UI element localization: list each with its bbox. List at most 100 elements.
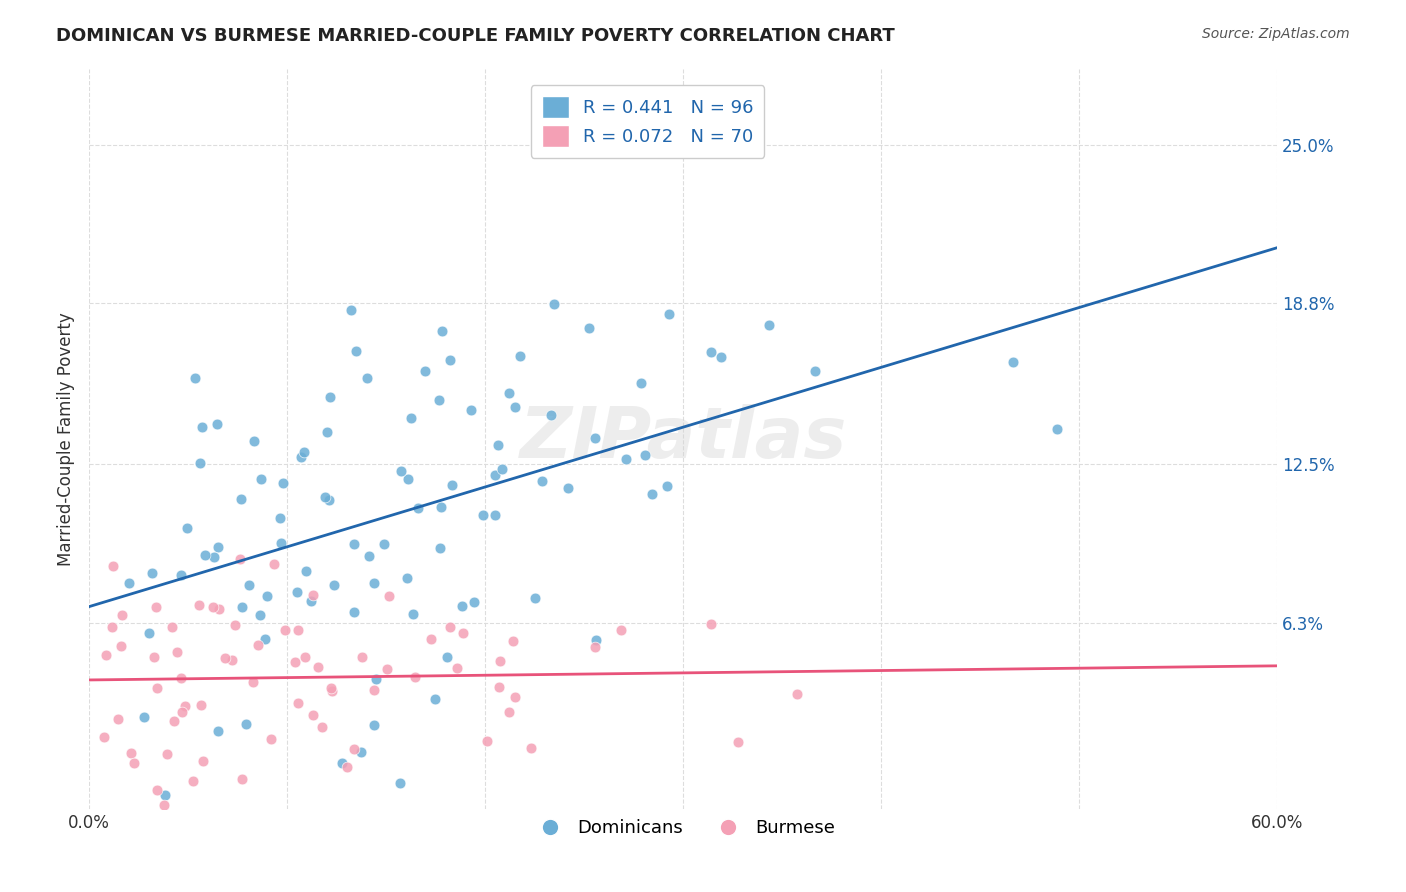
Text: DOMINICAN VS BURMESE MARRIED-COUPLE FAMILY POVERTY CORRELATION CHART: DOMINICAN VS BURMESE MARRIED-COUPLE FAMI…	[56, 27, 896, 45]
Point	[187, 598, 209, 612]
Point	[585, 640, 607, 654]
Point	[111, 608, 134, 623]
Point	[641, 487, 664, 501]
Point	[429, 541, 451, 556]
Point	[1001, 355, 1024, 369]
Point	[299, 593, 322, 607]
Point	[156, 747, 179, 761]
Point	[243, 434, 266, 448]
Point	[332, 756, 354, 770]
Point	[188, 457, 211, 471]
Point	[488, 680, 510, 694]
Point	[356, 371, 378, 385]
Point	[141, 566, 163, 580]
Point	[170, 705, 193, 719]
Y-axis label: Married-Couple Family Poverty: Married-Couple Family Poverty	[58, 312, 75, 566]
Point	[301, 588, 323, 602]
Point	[1046, 422, 1069, 436]
Point	[253, 632, 276, 647]
Point	[184, 370, 207, 384]
Point	[364, 672, 387, 686]
Point	[235, 717, 257, 731]
Point	[191, 419, 214, 434]
Point	[318, 493, 340, 508]
Point	[176, 521, 198, 535]
Point	[229, 551, 252, 566]
Point	[214, 651, 236, 665]
Point	[173, 698, 195, 713]
Point	[238, 578, 260, 592]
Point	[484, 508, 506, 522]
Point	[491, 462, 513, 476]
Point	[287, 696, 309, 710]
Text: Source: ZipAtlas.com: Source: ZipAtlas.com	[1202, 27, 1350, 41]
Point	[319, 681, 342, 695]
Point	[270, 536, 292, 550]
Point	[271, 475, 294, 490]
Point	[145, 600, 167, 615]
Point	[430, 324, 453, 338]
Point	[340, 302, 363, 317]
Point	[489, 655, 512, 669]
Point	[614, 452, 637, 467]
Point	[207, 601, 229, 615]
Point	[249, 608, 271, 623]
Point	[190, 698, 212, 712]
Point	[471, 508, 494, 522]
Text: ZIPatlas: ZIPatlas	[519, 404, 846, 474]
Point	[498, 386, 520, 401]
Point	[451, 626, 474, 640]
Point	[413, 364, 436, 378]
Point	[229, 492, 252, 507]
Point	[311, 720, 333, 734]
Point	[363, 718, 385, 732]
Point	[423, 692, 446, 706]
Point	[166, 644, 188, 658]
Point	[352, 650, 374, 665]
Point	[120, 747, 142, 761]
Point	[655, 479, 678, 493]
Point	[138, 626, 160, 640]
Point	[451, 599, 474, 613]
Point	[343, 741, 366, 756]
Point	[396, 472, 419, 486]
Point	[557, 481, 579, 495]
Point	[294, 649, 316, 664]
Point	[486, 438, 509, 452]
Point	[396, 571, 419, 585]
Point	[205, 417, 228, 431]
Point	[170, 672, 193, 686]
Point	[301, 707, 323, 722]
Point	[406, 501, 429, 516]
Point	[207, 724, 229, 739]
Point	[389, 464, 412, 478]
Point	[307, 660, 329, 674]
Point	[221, 653, 243, 667]
Point	[146, 783, 169, 797]
Point	[170, 568, 193, 582]
Point	[155, 788, 177, 802]
Point	[287, 624, 309, 638]
Point	[377, 589, 399, 603]
Point	[430, 500, 453, 514]
Point	[231, 600, 253, 615]
Point	[520, 741, 543, 756]
Point	[122, 756, 145, 771]
Point	[399, 411, 422, 425]
Point	[700, 345, 723, 359]
Point	[502, 633, 524, 648]
Point	[290, 450, 312, 464]
Point	[94, 648, 117, 662]
Point	[323, 577, 346, 591]
Point	[285, 585, 308, 599]
Point	[145, 681, 167, 696]
Point	[727, 735, 749, 749]
Point	[585, 632, 607, 647]
Point	[250, 472, 273, 486]
Point	[463, 595, 485, 609]
Point	[274, 623, 297, 637]
Point	[540, 409, 562, 423]
Point	[194, 548, 217, 562]
Point	[93, 730, 115, 744]
Point	[118, 575, 141, 590]
